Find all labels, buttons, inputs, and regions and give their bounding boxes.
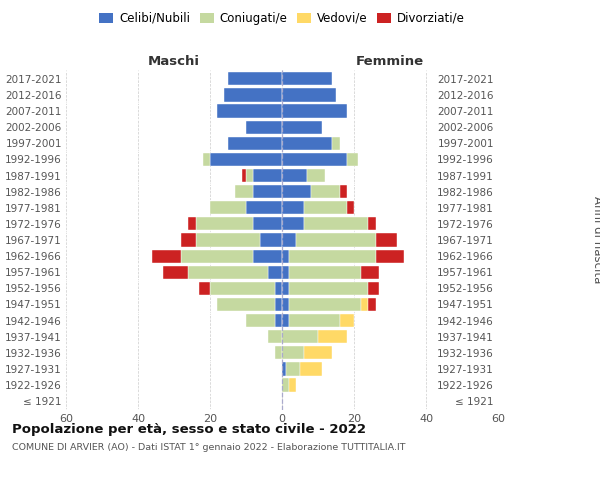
Bar (282, 234, 296, 246)
Bar (282, 266, 289, 279)
Bar (304, 218, 368, 230)
Bar (286, 362, 300, 376)
Bar (289, 314, 340, 327)
Bar (282, 346, 304, 360)
Bar (246, 314, 275, 327)
Bar (282, 282, 289, 295)
Bar (376, 250, 404, 262)
Bar (253, 250, 282, 262)
Bar (340, 314, 354, 327)
Bar (246, 120, 282, 134)
Bar (181, 250, 253, 262)
Bar (376, 234, 397, 246)
Bar (228, 72, 282, 86)
Bar (246, 201, 282, 214)
Bar (235, 185, 253, 198)
Bar (282, 314, 289, 327)
Bar (188, 218, 196, 230)
Bar (340, 185, 347, 198)
Bar (275, 298, 282, 311)
Bar (217, 298, 275, 311)
Bar (282, 169, 307, 182)
Bar (368, 218, 376, 230)
Bar (304, 346, 332, 360)
Bar (289, 282, 368, 295)
Bar (318, 330, 347, 344)
Bar (307, 169, 325, 182)
Bar (361, 298, 368, 311)
Text: Anni di nascita: Anni di nascita (590, 196, 600, 284)
Bar (304, 201, 347, 214)
Bar (275, 346, 282, 360)
Legend: Celibi/Nubili, Coniugati/e, Vedovi/e, Divorziati/e: Celibi/Nubili, Coniugati/e, Vedovi/e, Di… (95, 8, 469, 28)
Bar (282, 378, 289, 392)
Bar (210, 282, 275, 295)
Bar (253, 169, 282, 182)
Bar (282, 72, 332, 86)
Bar (282, 362, 286, 376)
Bar (282, 185, 311, 198)
Bar (282, 104, 347, 118)
Text: Popolazione per età, sesso e stato civile - 2022: Popolazione per età, sesso e stato civil… (12, 422, 366, 436)
Bar (282, 120, 322, 134)
Bar (300, 362, 322, 376)
Bar (275, 282, 282, 295)
Bar (289, 250, 376, 262)
Bar (228, 136, 282, 150)
Bar (268, 330, 282, 344)
Bar (282, 250, 289, 262)
Bar (289, 378, 296, 392)
Text: COMUNE DI ARVIER (AO) - Dati ISTAT 1° gennaio 2022 - Elaborazione TUTTITALIA.IT: COMUNE DI ARVIER (AO) - Dati ISTAT 1° ge… (12, 442, 406, 452)
Bar (152, 250, 181, 262)
Bar (268, 266, 282, 279)
Bar (289, 266, 361, 279)
Bar (188, 266, 268, 279)
Bar (196, 234, 260, 246)
Bar (246, 169, 253, 182)
Bar (224, 88, 282, 102)
Bar (296, 234, 376, 246)
Bar (253, 218, 282, 230)
Bar (210, 153, 282, 166)
Bar (361, 266, 379, 279)
Bar (163, 266, 188, 279)
Bar (332, 136, 340, 150)
Text: Maschi: Maschi (148, 54, 200, 68)
Bar (289, 298, 361, 311)
Bar (282, 298, 289, 311)
Bar (282, 153, 347, 166)
Bar (196, 218, 253, 230)
Bar (181, 234, 196, 246)
Text: Femmine: Femmine (356, 54, 424, 68)
Bar (311, 185, 340, 198)
Bar (242, 169, 246, 182)
Bar (275, 314, 282, 327)
Bar (210, 201, 246, 214)
Bar (282, 88, 336, 102)
Bar (203, 153, 210, 166)
Bar (347, 201, 354, 214)
Bar (368, 282, 379, 295)
Bar (282, 201, 304, 214)
Bar (217, 104, 282, 118)
Bar (260, 234, 282, 246)
Bar (282, 330, 318, 344)
Bar (282, 218, 304, 230)
Bar (347, 153, 358, 166)
Bar (368, 298, 376, 311)
Bar (253, 185, 282, 198)
Bar (282, 136, 332, 150)
Bar (199, 282, 210, 295)
